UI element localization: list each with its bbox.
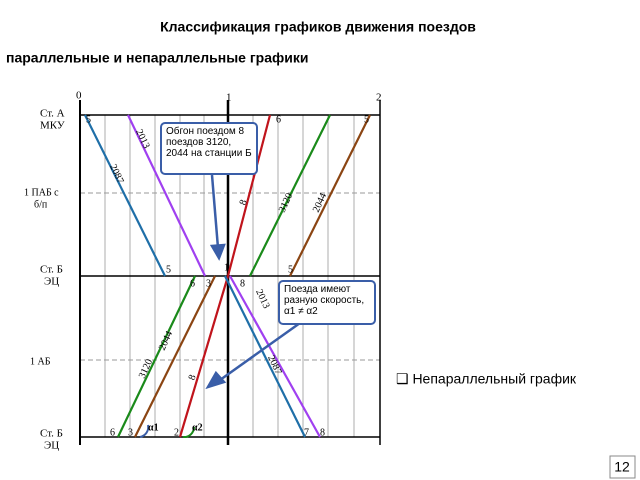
train-label: 3120 xyxy=(277,191,295,214)
note: ❑ Непараллельный график xyxy=(396,371,577,387)
station-label: 1 АБ xyxy=(30,356,51,367)
page-number: 12 xyxy=(614,459,630,475)
station-label: 1 ПАБ с xyxy=(24,187,59,198)
callout: Поезда имеют разную скорость, α1 ≠ α2 xyxy=(278,280,376,325)
end-label: 6 xyxy=(276,114,281,125)
end-label: 6 xyxy=(190,278,195,289)
title: Классификация графиков движения поездов xyxy=(160,19,476,35)
end-label: 7 xyxy=(304,427,309,438)
train-label: 8 xyxy=(238,198,250,206)
train-label: 3120 xyxy=(137,357,155,380)
station-label: Ст. Б xyxy=(40,264,63,276)
station-label: ЭЦ xyxy=(44,440,59,452)
time-label: 1 xyxy=(226,92,232,104)
end-label: 3 xyxy=(206,278,211,289)
station-label: МКУ xyxy=(40,120,65,132)
angle-label: α2 xyxy=(192,422,203,433)
station-label: Ст. А xyxy=(40,108,65,120)
page-number-box xyxy=(609,455,636,479)
angle-label: α1 xyxy=(148,422,159,433)
train-label: 8 xyxy=(187,373,199,381)
train-label: 2087 xyxy=(107,163,125,186)
time-label: 2 xyxy=(376,92,382,104)
train-label: 2013 xyxy=(253,288,271,311)
end-label: 5 xyxy=(288,264,293,275)
station-label: б/п xyxy=(34,199,48,210)
end-label: 3 xyxy=(128,427,133,438)
end-label: 5 xyxy=(364,114,369,125)
train-label: 2044 xyxy=(157,329,175,352)
station-label: ЭЦ xyxy=(44,276,59,288)
end-label: 8 xyxy=(320,427,325,438)
end-label: 5 xyxy=(86,114,91,125)
end-label: 5 xyxy=(166,264,171,275)
time-label: 0 xyxy=(76,90,82,102)
train-label: 2013 xyxy=(133,128,151,151)
train-label: 2087 xyxy=(265,354,283,377)
end-label: 6 xyxy=(110,427,115,438)
subtitle: параллельные и непараллельные графики xyxy=(6,50,309,66)
end-label: 8 xyxy=(240,278,245,289)
station-label: Ст. Б xyxy=(40,428,63,440)
callout: Обгон поездом 8 поездов 3120, 2044 на ст… xyxy=(160,122,258,175)
end-label: 2 xyxy=(174,427,179,438)
end-label: 1 xyxy=(224,262,229,273)
